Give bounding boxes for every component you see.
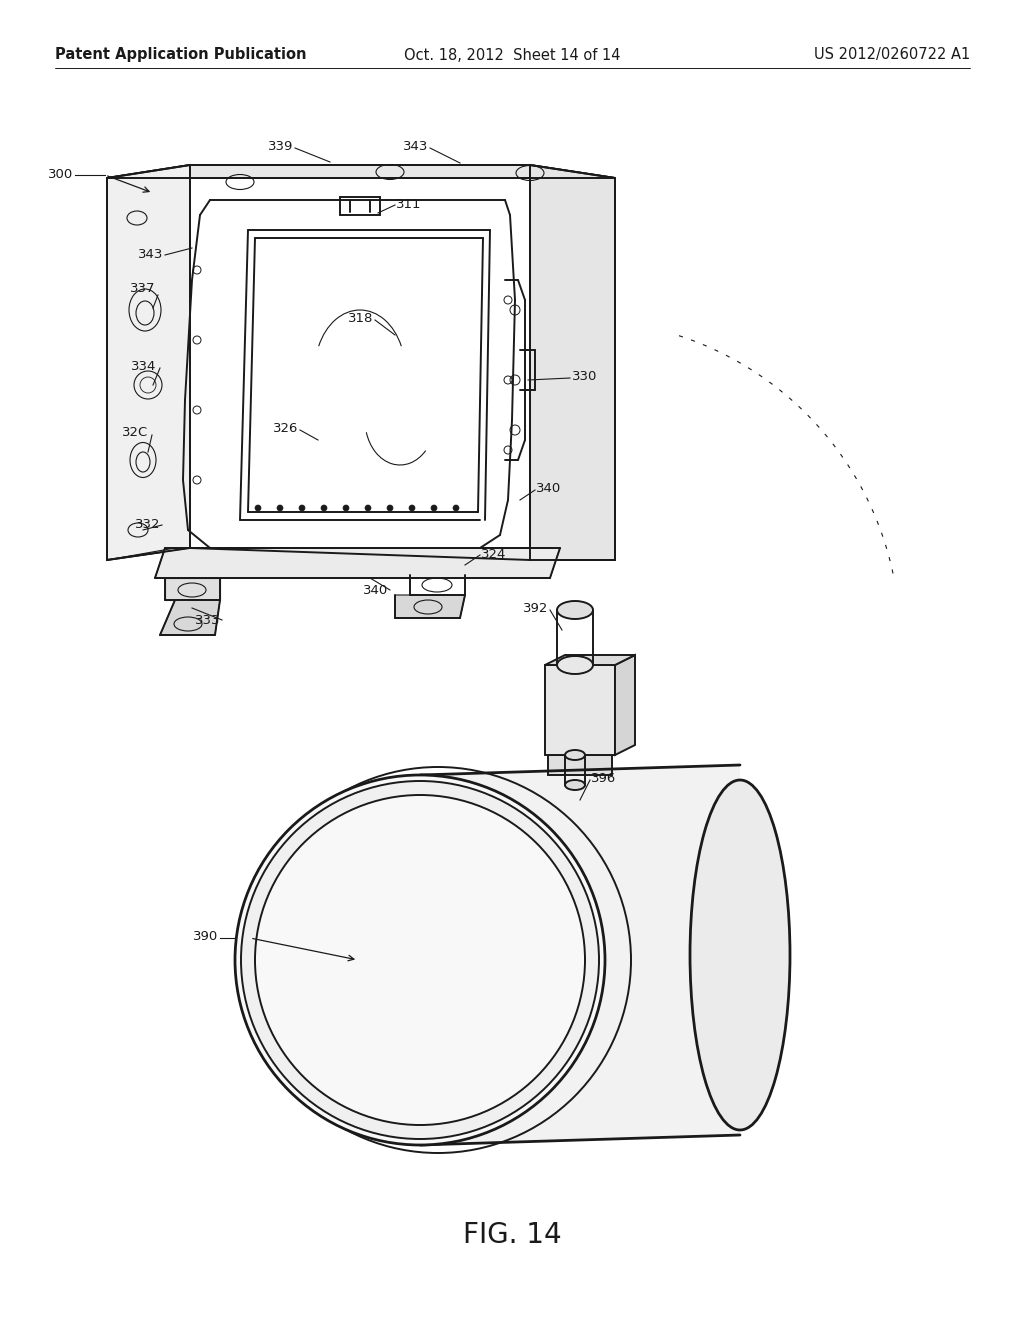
Text: 300: 300 — [48, 169, 73, 181]
Circle shape — [431, 506, 437, 511]
Polygon shape — [545, 655, 635, 665]
Text: Oct. 18, 2012  Sheet 14 of 14: Oct. 18, 2012 Sheet 14 of 14 — [403, 48, 621, 62]
Circle shape — [343, 506, 349, 511]
Polygon shape — [106, 165, 190, 560]
Ellipse shape — [565, 750, 585, 760]
Text: 390: 390 — [193, 931, 218, 944]
Text: 324: 324 — [481, 548, 507, 561]
Polygon shape — [420, 766, 740, 1144]
Circle shape — [255, 506, 261, 511]
Ellipse shape — [234, 775, 605, 1144]
Text: 311: 311 — [396, 198, 422, 210]
Text: 340: 340 — [362, 585, 388, 598]
Text: 333: 333 — [195, 615, 220, 627]
Text: 392: 392 — [522, 602, 548, 615]
Polygon shape — [160, 601, 220, 635]
Text: US 2012/0260722 A1: US 2012/0260722 A1 — [814, 48, 970, 62]
Polygon shape — [106, 165, 615, 178]
Polygon shape — [106, 548, 555, 560]
Text: 337: 337 — [129, 282, 155, 296]
Text: 339: 339 — [267, 140, 293, 153]
Circle shape — [365, 506, 371, 511]
Polygon shape — [545, 665, 615, 755]
Ellipse shape — [557, 656, 593, 675]
Circle shape — [278, 506, 283, 511]
Circle shape — [453, 506, 459, 511]
Ellipse shape — [255, 795, 585, 1125]
Text: 340: 340 — [536, 483, 561, 495]
Ellipse shape — [690, 780, 790, 1130]
Ellipse shape — [557, 601, 593, 619]
Circle shape — [299, 506, 305, 511]
Ellipse shape — [241, 781, 599, 1139]
Polygon shape — [548, 755, 612, 775]
Text: 334: 334 — [131, 360, 156, 374]
Text: 32C: 32C — [122, 426, 148, 440]
Polygon shape — [165, 578, 220, 601]
Text: 343: 343 — [137, 248, 163, 260]
Text: 343: 343 — [402, 140, 428, 153]
Text: 330: 330 — [572, 371, 597, 384]
Circle shape — [387, 506, 393, 511]
Text: 318: 318 — [347, 313, 373, 326]
Text: FIG. 14: FIG. 14 — [463, 1221, 561, 1249]
Text: 394: 394 — [375, 969, 400, 982]
Text: 326: 326 — [272, 422, 298, 436]
Circle shape — [409, 506, 415, 511]
Circle shape — [321, 506, 327, 511]
Ellipse shape — [565, 780, 585, 789]
Polygon shape — [395, 595, 465, 618]
Polygon shape — [615, 655, 635, 755]
Polygon shape — [530, 165, 615, 560]
Text: 332: 332 — [134, 517, 160, 531]
Text: Patent Application Publication: Patent Application Publication — [55, 48, 306, 62]
Text: 396: 396 — [591, 772, 616, 785]
Polygon shape — [155, 548, 560, 578]
